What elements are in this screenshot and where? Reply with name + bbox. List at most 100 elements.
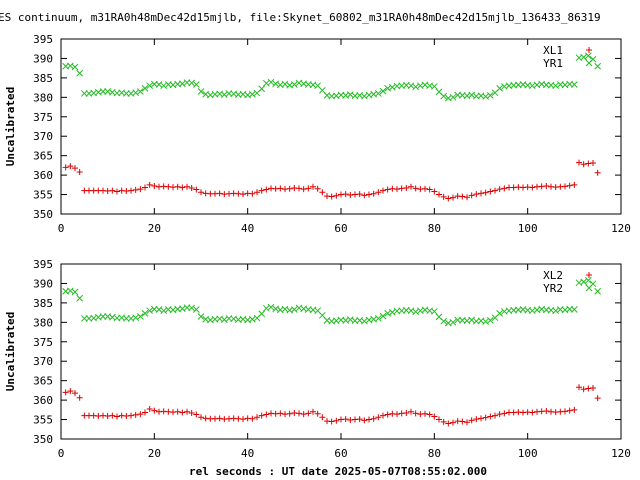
data-point bbox=[197, 313, 205, 320]
data-point bbox=[374, 315, 382, 322]
data-point bbox=[450, 419, 456, 426]
data-point bbox=[192, 306, 200, 313]
y-tick-label: 375 bbox=[33, 111, 53, 124]
bottom-panel: 350 355 360 365 370 375 380 385 390 395 0 20 40 60 80 1… bbox=[4, 258, 631, 460]
data-point bbox=[72, 165, 78, 172]
data-point bbox=[333, 417, 340, 424]
data-point bbox=[431, 413, 438, 420]
y-tick-label: 355 bbox=[33, 189, 53, 202]
data-point bbox=[580, 386, 587, 393]
x-tick-label: 40 bbox=[241, 447, 254, 460]
x-tick-label: 100 bbox=[518, 222, 538, 235]
data-point bbox=[403, 409, 410, 416]
data-point bbox=[361, 192, 368, 199]
data-point bbox=[430, 83, 438, 90]
data-point bbox=[76, 169, 83, 175]
data-point bbox=[459, 418, 466, 425]
data-point bbox=[422, 185, 428, 192]
data-point bbox=[290, 306, 298, 313]
data-point bbox=[136, 88, 144, 95]
data-point bbox=[109, 412, 116, 419]
data-point bbox=[62, 164, 69, 171]
data-point bbox=[496, 411, 503, 418]
data-point bbox=[496, 186, 503, 193]
data-point bbox=[193, 186, 200, 193]
data-point bbox=[184, 183, 190, 190]
data-point bbox=[179, 184, 186, 191]
x-tick-label: 60 bbox=[334, 222, 347, 235]
data-point bbox=[478, 190, 484, 197]
data-point bbox=[473, 191, 480, 198]
data-point bbox=[216, 415, 223, 422]
data-point bbox=[468, 417, 475, 424]
data-point bbox=[188, 79, 196, 87]
data-point bbox=[174, 408, 181, 415]
legend-label: XL2 bbox=[543, 269, 563, 282]
data-point bbox=[543, 408, 550, 414]
data-point bbox=[501, 410, 508, 417]
data-point bbox=[310, 183, 316, 190]
data-point bbox=[192, 81, 200, 88]
data-point bbox=[249, 415, 256, 422]
data-point bbox=[370, 415, 377, 422]
data-point bbox=[584, 276, 592, 284]
data-point bbox=[141, 310, 149, 317]
data-point bbox=[580, 53, 588, 61]
series-YR2 bbox=[62, 276, 602, 327]
data-point bbox=[263, 411, 270, 418]
data-point bbox=[151, 407, 158, 414]
data-point bbox=[342, 416, 349, 423]
data-point bbox=[562, 408, 568, 415]
data-point bbox=[412, 410, 419, 417]
data-point bbox=[179, 409, 186, 416]
data-point bbox=[132, 411, 139, 418]
data-point bbox=[440, 317, 448, 325]
y-tick-label: 350 bbox=[33, 433, 53, 446]
data-point bbox=[109, 187, 116, 194]
data-point bbox=[492, 412, 498, 419]
data-point bbox=[258, 187, 265, 194]
data-point bbox=[132, 186, 139, 193]
data-point bbox=[263, 186, 270, 193]
data-point bbox=[449, 93, 457, 101]
legend-label: YR2 bbox=[543, 282, 563, 295]
data-point bbox=[374, 90, 382, 97]
data-point bbox=[459, 193, 466, 200]
data-point bbox=[464, 419, 470, 426]
y-tick-label: 380 bbox=[33, 316, 53, 329]
data-point bbox=[258, 412, 265, 419]
data-point bbox=[137, 186, 144, 193]
data-point bbox=[305, 185, 312, 192]
y-tick-label: 380 bbox=[33, 91, 53, 104]
data-point bbox=[486, 317, 494, 324]
data-point bbox=[492, 187, 498, 194]
data-point bbox=[501, 185, 508, 192]
data-point bbox=[440, 418, 447, 425]
legend-label: XL1 bbox=[543, 44, 563, 57]
data-point bbox=[254, 189, 260, 196]
y-axis-label: Uncalibrated bbox=[4, 87, 17, 166]
data-point bbox=[594, 169, 601, 176]
data-point bbox=[380, 187, 386, 194]
data-point bbox=[267, 78, 275, 86]
data-point bbox=[375, 189, 382, 196]
data-point bbox=[464, 194, 470, 201]
data-point bbox=[571, 406, 578, 413]
data-point bbox=[436, 416, 442, 423]
data-point bbox=[310, 408, 316, 415]
x-tick-label: 120 bbox=[611, 222, 631, 235]
data-point bbox=[146, 181, 153, 188]
data-point bbox=[440, 92, 448, 100]
data-point bbox=[286, 410, 293, 417]
data-point bbox=[379, 312, 387, 320]
y-tick-label: 365 bbox=[33, 375, 53, 388]
data-point bbox=[590, 160, 596, 167]
data-point bbox=[240, 191, 246, 198]
data-point bbox=[379, 87, 387, 95]
y-tick-label: 385 bbox=[33, 297, 53, 310]
data-point bbox=[146, 406, 153, 413]
data-point bbox=[445, 195, 452, 202]
data-point bbox=[174, 183, 181, 190]
x-tick-label: 20 bbox=[148, 222, 161, 235]
data-point bbox=[146, 307, 154, 315]
